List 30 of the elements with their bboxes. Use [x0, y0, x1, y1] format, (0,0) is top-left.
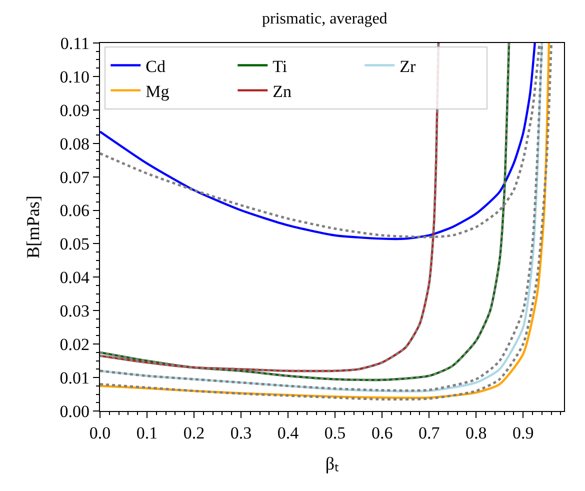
y-tick-label: 0.06 — [60, 201, 90, 220]
y-tick-label: 0.08 — [60, 134, 90, 154]
legend-label: Ti — [272, 56, 288, 76]
y-tick-label: 0.02 — [60, 335, 90, 354]
x-tick-label: 0.0 — [89, 424, 111, 442]
legend-label: Zn — [272, 82, 292, 101]
y-tick-label: 0.11 — [60, 34, 90, 53]
x-tick-label: 0.4 — [277, 424, 300, 442]
x-tick-label: 0.6 — [371, 424, 393, 442]
chart-title: prismatic, averaged — [262, 10, 388, 28]
y-tick-label: 0.09 — [60, 100, 90, 120]
y-tick-label: 0.03 — [60, 302, 90, 321]
x-tick-label: 0.3 — [230, 424, 252, 442]
legend-label: Zr — [400, 56, 416, 76]
legend-label: Mg — [146, 82, 170, 101]
y-tick-label: 0.00 — [60, 402, 90, 421]
x-tick-label: 0.8 — [465, 424, 487, 442]
x-tick-label: 0.5 — [324, 424, 346, 442]
legend-label: Cd — [146, 56, 166, 76]
x-tick-label: 0.7 — [418, 424, 440, 442]
x-tick-label: 0.1 — [136, 424, 158, 442]
y-tick-label: 0.05 — [60, 234, 90, 254]
y-axis-title: B[mPas] — [22, 196, 43, 258]
y-tick-label: 0.04 — [60, 268, 90, 288]
x-tick-label: 0.2 — [183, 424, 205, 442]
x-axis-title: βₜ — [325, 454, 339, 474]
y-tick-label: 0.01 — [60, 368, 90, 388]
y-tick-label: 0.07 — [60, 168, 90, 187]
x-tick-label: 0.9 — [512, 424, 534, 442]
y-tick-label: 0.10 — [60, 67, 90, 86]
